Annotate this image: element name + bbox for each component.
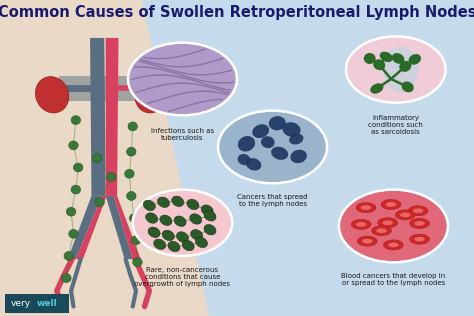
Ellipse shape — [172, 196, 184, 206]
Ellipse shape — [73, 163, 83, 172]
Ellipse shape — [92, 154, 102, 162]
Circle shape — [346, 36, 446, 103]
Ellipse shape — [372, 226, 392, 236]
Ellipse shape — [131, 236, 141, 245]
Ellipse shape — [401, 82, 414, 92]
Ellipse shape — [246, 158, 261, 171]
Polygon shape — [142, 0, 474, 316]
Ellipse shape — [36, 77, 69, 113]
Ellipse shape — [410, 218, 429, 228]
Polygon shape — [106, 196, 133, 259]
Polygon shape — [114, 196, 141, 259]
Ellipse shape — [237, 154, 251, 165]
Ellipse shape — [400, 212, 410, 217]
Ellipse shape — [154, 239, 166, 249]
Ellipse shape — [410, 234, 429, 244]
Ellipse shape — [351, 219, 371, 229]
Ellipse shape — [69, 141, 78, 150]
Ellipse shape — [238, 136, 255, 152]
Ellipse shape — [64, 252, 73, 260]
Ellipse shape — [107, 173, 116, 181]
Ellipse shape — [414, 221, 425, 226]
Ellipse shape — [357, 236, 377, 246]
Ellipse shape — [409, 54, 421, 65]
Ellipse shape — [182, 240, 194, 251]
Ellipse shape — [135, 77, 168, 113]
Ellipse shape — [356, 203, 376, 213]
Text: very: very — [10, 300, 30, 308]
Ellipse shape — [261, 136, 274, 148]
Ellipse shape — [133, 258, 142, 267]
Ellipse shape — [160, 215, 172, 225]
Ellipse shape — [291, 150, 307, 163]
Ellipse shape — [148, 227, 160, 237]
Ellipse shape — [127, 147, 136, 156]
Ellipse shape — [376, 228, 387, 233]
Circle shape — [218, 111, 327, 183]
Ellipse shape — [162, 230, 174, 240]
Ellipse shape — [201, 205, 213, 215]
Ellipse shape — [381, 199, 401, 210]
Ellipse shape — [408, 206, 428, 216]
Text: Common Causes of Swollen Retroperitoneal Lymph Nodes: Common Causes of Swollen Retroperitoneal… — [0, 5, 474, 20]
Ellipse shape — [413, 209, 423, 213]
Ellipse shape — [69, 229, 78, 238]
Ellipse shape — [373, 59, 385, 70]
Text: Infections such as
tuberculosis: Infections such as tuberculosis — [151, 128, 214, 141]
Ellipse shape — [383, 221, 393, 225]
Polygon shape — [76, 196, 107, 259]
Ellipse shape — [127, 191, 136, 200]
Ellipse shape — [129, 214, 139, 222]
Ellipse shape — [269, 116, 286, 130]
Ellipse shape — [146, 213, 158, 223]
Ellipse shape — [383, 46, 418, 93]
Ellipse shape — [395, 210, 415, 220]
Ellipse shape — [383, 240, 403, 250]
Ellipse shape — [271, 147, 288, 160]
Circle shape — [128, 43, 237, 115]
Ellipse shape — [380, 52, 393, 62]
Ellipse shape — [399, 61, 411, 72]
Ellipse shape — [392, 53, 404, 64]
Ellipse shape — [176, 232, 189, 242]
Polygon shape — [5, 294, 69, 313]
Ellipse shape — [191, 230, 203, 240]
Ellipse shape — [362, 239, 373, 243]
Ellipse shape — [174, 216, 186, 226]
Ellipse shape — [289, 134, 303, 144]
Polygon shape — [90, 38, 106, 196]
Ellipse shape — [388, 243, 399, 247]
Ellipse shape — [283, 122, 301, 137]
Ellipse shape — [71, 185, 81, 194]
Circle shape — [339, 190, 448, 262]
Ellipse shape — [364, 53, 375, 64]
Ellipse shape — [378, 218, 398, 228]
Ellipse shape — [143, 200, 155, 210]
Text: Blood cancers that develop in
or spread to the lymph nodes: Blood cancers that develop in or spread … — [341, 273, 446, 286]
Ellipse shape — [361, 205, 371, 210]
Ellipse shape — [125, 169, 134, 178]
Ellipse shape — [71, 116, 81, 125]
Text: well: well — [37, 300, 58, 308]
Ellipse shape — [252, 124, 269, 138]
Circle shape — [133, 190, 232, 256]
Polygon shape — [59, 76, 145, 101]
Text: Rare, non-cancerous
conditions that cause
overgrowth of lymph nodes: Rare, non-cancerous conditions that caus… — [135, 267, 230, 287]
Ellipse shape — [204, 225, 216, 235]
Ellipse shape — [95, 198, 104, 207]
Ellipse shape — [187, 199, 199, 210]
Ellipse shape — [204, 211, 216, 221]
Ellipse shape — [128, 122, 137, 131]
Polygon shape — [68, 196, 102, 259]
Ellipse shape — [386, 202, 396, 207]
Ellipse shape — [66, 207, 76, 216]
Ellipse shape — [190, 214, 202, 224]
Ellipse shape — [168, 241, 180, 252]
Ellipse shape — [356, 222, 366, 227]
Ellipse shape — [195, 237, 208, 247]
Ellipse shape — [157, 197, 170, 207]
Ellipse shape — [62, 274, 71, 283]
Polygon shape — [106, 38, 118, 196]
Ellipse shape — [414, 237, 425, 242]
